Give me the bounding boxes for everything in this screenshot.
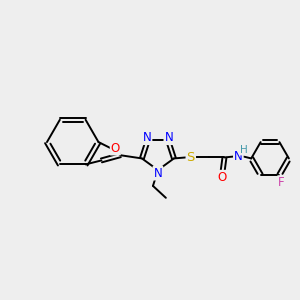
Text: H: H (240, 145, 248, 154)
Text: F: F (278, 176, 285, 189)
Text: N: N (143, 131, 152, 144)
Text: O: O (218, 171, 227, 184)
Text: N: N (234, 150, 243, 163)
Text: O: O (111, 142, 120, 154)
Text: S: S (187, 151, 195, 164)
Text: N: N (154, 167, 162, 179)
Text: N: N (164, 131, 173, 144)
